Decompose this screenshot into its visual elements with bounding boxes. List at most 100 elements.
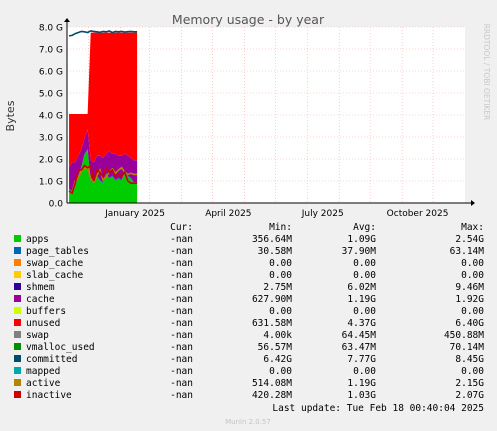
legend-table: Cur: Min: Avg: Max: apps -nan 356.64M 1.09G…	[14, 222, 484, 401]
x-axis-arrow	[471, 200, 475, 206]
x-tick-label: July 2025	[301, 209, 344, 219]
munin-version: Munin 2.0.57	[225, 418, 271, 426]
legend-name: inactive	[26, 390, 72, 401]
legend-header-avg: Avg:	[353, 222, 376, 233]
legend-swatch-mapped	[14, 367, 21, 374]
legend-min: 2.75M	[263, 282, 292, 293]
legend-name: cache	[26, 294, 55, 305]
legend-name: page_tables	[26, 246, 89, 257]
y-tick-label: 5.0 G	[39, 90, 63, 100]
legend-avg: 6.02M	[347, 282, 376, 293]
legend-header-cur: Cur:	[170, 222, 193, 233]
y-axis-label: Bytes	[4, 100, 17, 131]
x-tick-label: January 2025	[104, 209, 165, 219]
series-lines	[68, 30, 138, 195]
legend-cur: -nan	[170, 318, 193, 329]
legend-avg: 1.19G	[347, 378, 376, 389]
legend-avg: 0.00	[353, 258, 376, 269]
legend-min: 514.08M	[252, 378, 292, 389]
stacked-areas	[69, 32, 138, 203]
legend-max: 2.54G	[455, 234, 484, 245]
legend-max: 1.92G	[455, 294, 484, 305]
legend-max: 2.15G	[455, 378, 484, 389]
legend-max: 2.07G	[455, 390, 484, 401]
legend-cur: -nan	[170, 258, 193, 269]
legend-avg: 63.47M	[342, 342, 377, 353]
legend-avg: 37.90M	[342, 246, 377, 257]
legend-name: mapped	[26, 366, 60, 377]
line-inactive	[68, 164, 138, 195]
y-tick-label: 4.0 G	[39, 112, 63, 122]
legend-name: committed	[26, 354, 77, 365]
legend-name: shmem	[26, 282, 55, 293]
last-update: Last update: Tue Feb 18 00:40:04 2025	[272, 403, 484, 414]
legend-max: 0.00	[461, 306, 484, 317]
legend-swatch-inactive	[14, 391, 21, 398]
legend-cur: -nan	[170, 378, 193, 389]
legend-name: unused	[26, 318, 60, 329]
legend-name: apps	[26, 234, 49, 245]
legend-max: 0.00	[461, 270, 484, 281]
legend-avg: 7.77G	[347, 354, 376, 365]
legend-avg: 64.45M	[342, 330, 377, 341]
legend-header-min: Min:	[269, 222, 292, 233]
legend-max: 0.00	[461, 366, 484, 377]
legend-max: 70.14M	[450, 342, 485, 353]
x-tick-label: April 2025	[205, 209, 251, 219]
legend-min: 420.28M	[252, 390, 292, 401]
legend-max: 8.45G	[455, 354, 484, 365]
legend-min: 356.64M	[252, 234, 292, 245]
legend-cur: -nan	[170, 330, 193, 341]
legend-cur: -nan	[170, 246, 193, 257]
axes	[64, 18, 475, 206]
legend-min: 56.57M	[258, 342, 293, 353]
legend-swatch-cache	[14, 295, 21, 302]
legend-max: 6.40G	[455, 318, 484, 329]
legend-cur: -nan	[170, 306, 193, 317]
legend-cur: -nan	[170, 366, 193, 377]
legend-swatch-apps	[14, 235, 21, 242]
legend-name: buffers	[26, 306, 66, 317]
y-tick-label: 7.0 G	[39, 46, 63, 56]
legend-cur: -nan	[170, 294, 193, 305]
legend-cur: -nan	[170, 390, 193, 401]
y-tick-label: 2.0 G	[39, 156, 63, 166]
legend-cur: -nan	[170, 234, 193, 245]
x-tick-label: October 2025	[387, 209, 449, 219]
legend-min: 631.58M	[252, 318, 292, 329]
legend-swatch-committed	[14, 355, 21, 362]
legend-min: 6.42G	[263, 354, 292, 365]
legend-swatch-unused	[14, 319, 21, 326]
legend-cur: -nan	[170, 282, 193, 293]
legend-avg: 0.00	[353, 270, 376, 281]
legend-swatch-page_tables	[14, 247, 21, 254]
legend-header-max: Max:	[461, 222, 484, 233]
legend-min: 0.00	[269, 306, 292, 317]
legend-avg: 0.00	[353, 306, 376, 317]
y-tick-label: 0.0	[49, 200, 64, 210]
side-label: RRDTOOL / TOBI OETIKER	[482, 24, 491, 121]
legend-cur: -nan	[170, 342, 193, 353]
legend-avg: 1.09G	[347, 234, 376, 245]
area-unused	[69, 32, 138, 167]
legend-min: 0.00	[269, 366, 292, 377]
line-committed	[68, 30, 138, 37]
legend-avg: 0.00	[353, 366, 376, 377]
legend-min: 0.00	[269, 258, 292, 269]
legend-swatch-vmalloc_used	[14, 343, 21, 350]
legend-min: 30.58M	[258, 246, 293, 257]
legend-name: swap	[26, 330, 49, 341]
y-tick-label: 3.0 G	[39, 134, 63, 144]
legend-avg: 1.03G	[347, 390, 376, 401]
legend-avg: 4.37G	[347, 318, 376, 329]
y-tick-label: 6.0 G	[39, 68, 63, 78]
legend-cur: -nan	[170, 354, 193, 365]
legend-min: 627.90M	[252, 294, 292, 305]
legend-avg: 1.19G	[347, 294, 376, 305]
legend-swatch-swap_cache	[14, 259, 21, 266]
y-tick-labels: 0.0 1.0 G 2.0 G 3.0 G 4.0 G 5.0 G 6.0 G 7.0 G 8.…	[39, 24, 63, 210]
legend-swatch-active	[14, 379, 21, 386]
legend-max: 0.00	[461, 258, 484, 269]
legend-swatch-slab_cache	[14, 271, 21, 278]
